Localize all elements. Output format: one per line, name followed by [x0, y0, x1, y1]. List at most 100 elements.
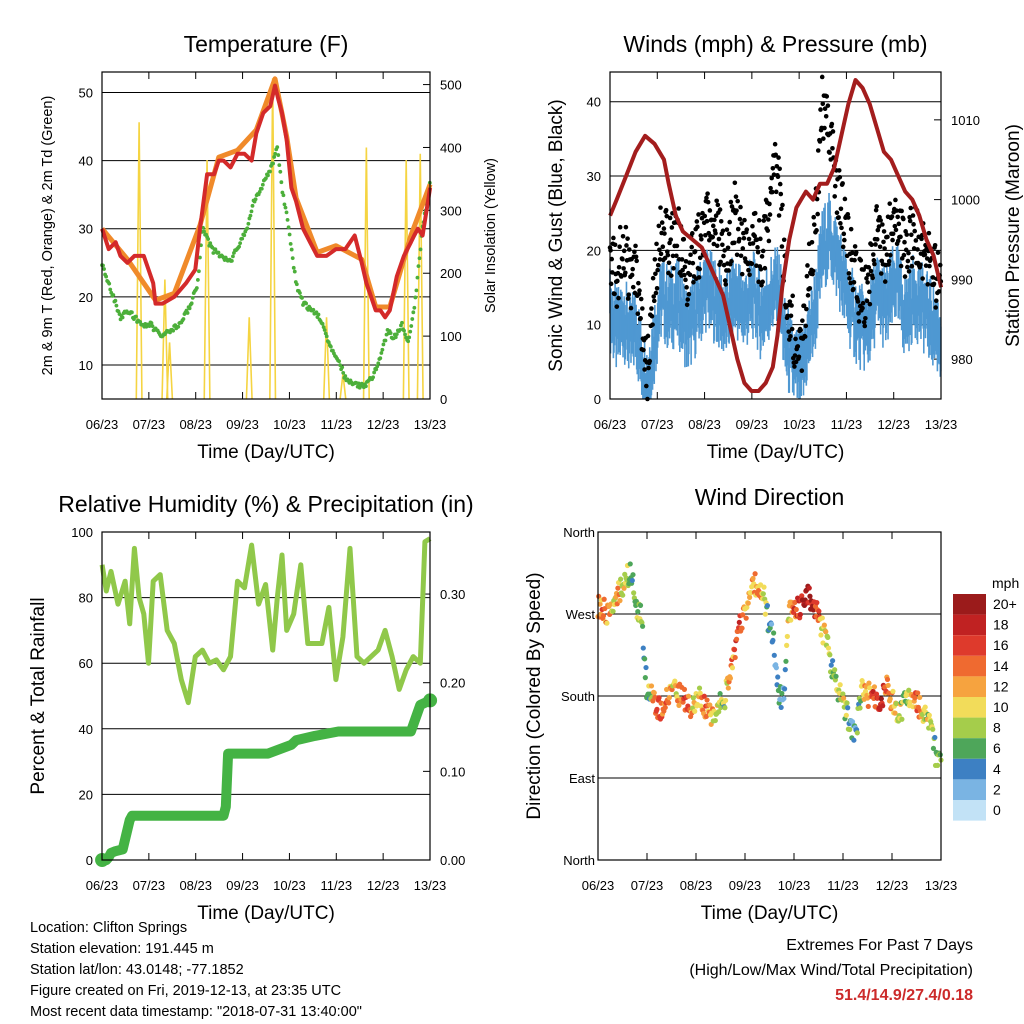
gust-point	[742, 217, 747, 223]
gust-point	[615, 278, 620, 284]
dewpoint-point	[408, 329, 413, 334]
colorbar-label: 12	[993, 678, 1009, 694]
dewpoint-point	[194, 286, 199, 290]
direction-point	[654, 706, 660, 712]
gust-point	[682, 264, 688, 270]
direction-point	[681, 686, 688, 692]
dewpoint-point	[289, 247, 294, 252]
gust-point	[658, 251, 664, 257]
direction-point	[656, 695, 662, 701]
y-tick-label: 60	[79, 656, 93, 671]
gust-point	[705, 199, 711, 205]
gust-point	[694, 219, 700, 224]
gust-point	[621, 248, 627, 254]
gust-point	[776, 213, 782, 218]
gust-point	[718, 218, 724, 224]
direction-point	[610, 608, 616, 614]
gust-point	[856, 311, 861, 316]
direction-point	[704, 697, 710, 703]
gust-point	[810, 268, 816, 274]
gust-point	[651, 294, 656, 299]
dewpoint-point	[413, 295, 418, 300]
gust-point	[676, 206, 681, 211]
dewpoint-point	[279, 180, 284, 185]
dewpoint-point	[266, 173, 270, 178]
gust-point	[793, 359, 799, 365]
gust-point	[741, 235, 747, 241]
gust-point	[779, 206, 784, 212]
gust-point	[871, 258, 877, 263]
chart-panel-1: Temperature (F) Time (Day/UTC) 06/23 07/23 0…	[40, 31, 499, 463]
colorbar-label: 2	[993, 781, 1001, 797]
gust-point	[780, 202, 785, 208]
gust-point	[679, 257, 685, 262]
gust-point	[910, 255, 915, 261]
direction-point	[917, 694, 923, 701]
gust-point	[636, 280, 641, 286]
gust-point	[755, 245, 760, 250]
gust-point	[786, 329, 792, 334]
direction-point	[906, 687, 912, 693]
y-axis-label-right: Station Pressure (Maroon)	[1003, 124, 1024, 347]
dewpoint-point	[326, 340, 331, 345]
gust-point	[851, 286, 856, 292]
gust-point	[880, 222, 885, 227]
direction-point	[893, 701, 900, 707]
gust-point	[796, 354, 802, 360]
gust-point	[734, 252, 740, 258]
direction-point	[819, 615, 825, 621]
direction-point	[743, 615, 749, 621]
direction-point	[784, 642, 790, 648]
gust-point	[702, 213, 708, 219]
dewpoint-point	[253, 197, 258, 202]
gust-point	[626, 247, 632, 252]
dewpoint-point	[107, 281, 112, 286]
dewpoint-point	[104, 274, 109, 279]
direction-point	[851, 737, 857, 743]
gust-point	[746, 236, 752, 242]
gust-point	[650, 275, 656, 281]
direction-point	[778, 704, 784, 711]
direction-point	[854, 730, 860, 736]
gust-point	[922, 252, 928, 257]
gust-point	[721, 253, 726, 259]
gust-point	[752, 210, 758, 216]
direction-point	[907, 699, 913, 705]
dewpoint-point	[363, 384, 368, 389]
gust-point	[823, 113, 829, 119]
direction-point	[596, 593, 602, 599]
x-tick-label: 06/23	[86, 878, 119, 893]
direction-point	[752, 571, 758, 577]
x-tick-label: 09/23	[729, 878, 762, 893]
x-tick-label: 08/23	[680, 878, 713, 893]
gust-point	[626, 292, 632, 298]
direction-point	[627, 561, 633, 567]
dewpoint-point	[343, 374, 348, 378]
direction-point	[892, 710, 898, 716]
colorbar-label: 10	[993, 699, 1009, 715]
gust-point	[685, 297, 691, 302]
dewpoint-point	[197, 269, 201, 274]
direction-point	[648, 683, 655, 689]
gust-point	[620, 256, 625, 262]
dewpoint-point	[276, 153, 281, 157]
gust-point	[853, 250, 859, 255]
gust-point	[870, 252, 876, 257]
direction-point	[701, 693, 707, 699]
dewpoint-point	[320, 321, 325, 326]
direction-point	[828, 662, 834, 668]
gust-point	[662, 231, 667, 236]
direction-point	[664, 686, 670, 693]
gust-point	[860, 300, 866, 306]
gust-point	[821, 136, 826, 141]
extremes-values: 51.4/14.9/27.4/0.18	[835, 987, 973, 1004]
y-right-tick-label: 980	[951, 352, 973, 367]
gust-point	[912, 228, 918, 234]
dewpoint-point	[229, 258, 234, 263]
gust-point	[765, 228, 771, 233]
dewpoint-point	[380, 347, 385, 352]
gust-point	[735, 198, 740, 204]
y-right-tick-label: 500	[440, 78, 462, 93]
dewpoint-point	[264, 176, 268, 181]
gust-point	[829, 121, 835, 127]
